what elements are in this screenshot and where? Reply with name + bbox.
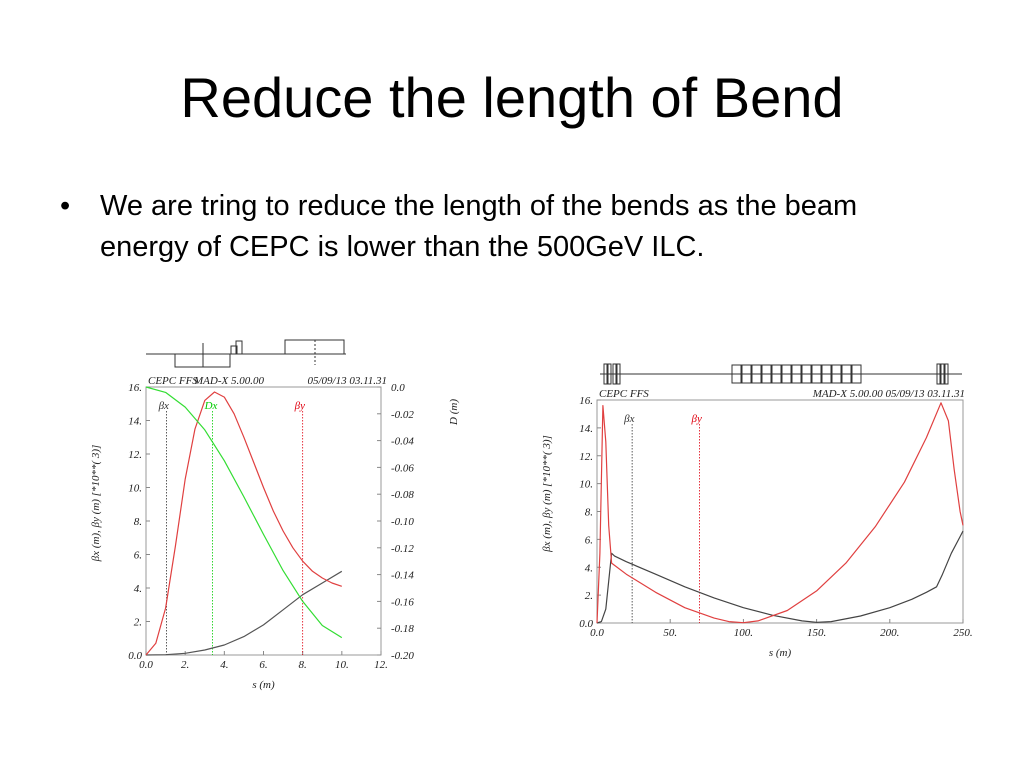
bullet-marker: • [60,190,71,222]
y2-tick-label: -0.20 [391,650,414,662]
y-tick-label: 12. [128,449,142,461]
lattice-bend [781,364,792,384]
x-axis-label: s (m) [769,647,792,659]
bullet-text: We are tring to reduce the length of the… [100,190,858,263]
lattice-bend [851,364,862,384]
y-tick-label: 14. [128,416,142,428]
y2-tick-label: -0.12 [391,543,414,555]
y-tick-label: 0.0 [128,650,142,662]
x-tick-label: 0.0 [139,659,153,671]
y-tick-label: 6. [585,534,593,546]
y2-tick-label: -0.16 [391,596,414,608]
x-tick-label: 250. [953,627,972,639]
y-tick-label: 12. [579,451,593,463]
lattice-quad [940,363,945,385]
y-axis-label: βx (m), βy (m) [*10**( 3)] [541,435,553,553]
chart-header-left: CEPC FFS [599,388,649,400]
y-tick-label: 8. [585,507,593,519]
lattice-bend [811,364,822,384]
lattice-bend [751,364,762,384]
legend-label: Dx [204,400,218,412]
x-tick-label: 200. [880,627,899,639]
x-tick-label: 100. [734,627,753,639]
series-line-2 [145,391,342,656]
lattice-bend [821,364,832,384]
lattice-quad [607,363,612,385]
x-axis-label: s (m) [252,679,275,691]
y2-tick-label: -0.14 [391,570,414,582]
y-tick-label: 2. [134,617,142,629]
y-tick-label: 6. [134,550,142,562]
lattice-bend [841,364,852,384]
x-tick-label: 150. [807,627,826,639]
lattice-quad [944,363,949,385]
series-line-1 [145,570,343,656]
y2-tick-label: -0.02 [391,409,414,421]
lattice-quad [612,363,617,385]
series-line-1 [596,530,964,624]
y2-tick-label: -0.10 [391,516,414,528]
y-tick-label: 14. [579,423,593,435]
y-tick-label: 10. [579,479,593,491]
lattice-bend [761,364,772,384]
chart-header-date: 05/09/13 03.11.31 [307,375,387,387]
y2-tick-label: -0.08 [391,489,414,501]
x-tick-label: 12. [374,659,388,671]
legend-label: βx [623,413,634,425]
lattice-bend [801,364,812,384]
lattice-bend [791,364,802,384]
chart-header-left: CEPC FFS [148,375,198,387]
x-tick-label: 6. [259,659,267,671]
x-tick-label: 8. [299,659,307,671]
lattice-quad [936,363,941,385]
y2-tick-label: -0.06 [391,462,414,474]
y-tick-label: 4. [585,562,593,574]
y-tick-label: 0.0 [579,618,593,630]
y-axis-label: βx (m), βy (m) [*10**( 3)] [90,445,102,563]
y-tick-label: 2. [585,590,593,602]
y-tick-label: 8. [134,516,142,528]
lattice-quad [235,340,243,355]
y-tick-label: 10. [128,483,142,495]
x-tick-label: 50. [663,627,677,639]
series-line-3 [145,386,343,639]
slide-title: Reduce the length of Bend [180,66,844,129]
y2-tick-label: 0.0 [391,382,405,394]
lattice-quad [616,363,621,385]
lattice-quad [603,363,608,385]
y2-tick-label: -0.18 [391,623,414,635]
series-line-2 [596,402,964,624]
y-tick-label: 16. [128,382,142,394]
legend-label: βy [294,400,305,412]
lattice-bend [731,364,742,384]
x-tick-label: 0.0 [590,627,604,639]
y2-tick-label: -0.04 [391,436,414,448]
legend-label: βy [690,413,701,425]
lattice-bend [831,364,842,384]
chart-header-program: MAD-X 5.00.00 [193,375,264,387]
y-tick-label: 16. [579,395,593,407]
x-tick-label: 4. [220,659,228,671]
y-tick-label: 4. [134,583,142,595]
x-tick-label: 10. [335,659,349,671]
lattice-bend [771,364,782,384]
legend-label: βx [158,400,169,412]
lattice-bend [741,364,752,384]
x-tick-label: 2. [181,659,189,671]
lattice-quad [230,345,238,355]
y2-axis-label: D (m) [448,399,460,426]
chart-header-date: MAD-X 5.00.00 05/09/13 03.11.31 [812,388,965,400]
